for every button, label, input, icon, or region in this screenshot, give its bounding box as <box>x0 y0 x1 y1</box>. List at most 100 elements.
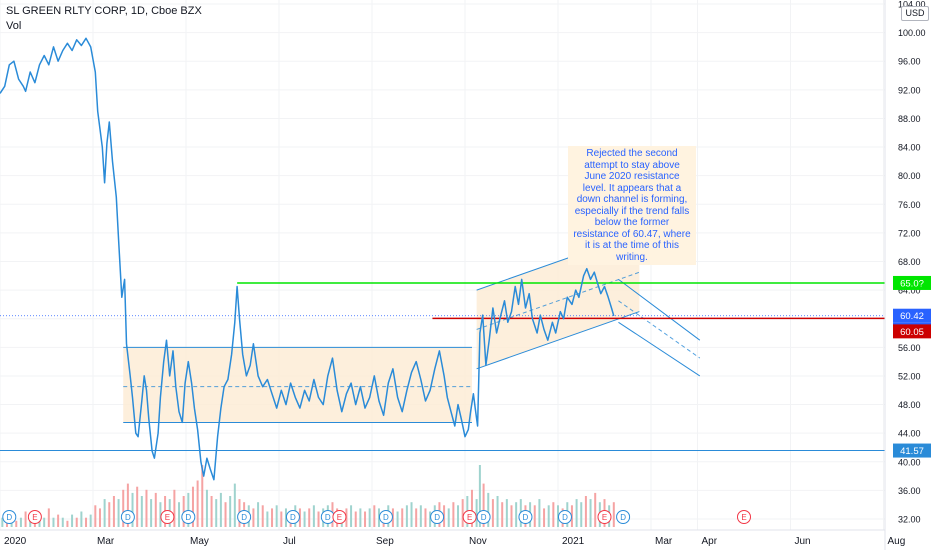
earnings-marker <box>462 510 477 524</box>
volume-bar <box>373 505 376 527</box>
dividend-marker <box>378 510 393 524</box>
blue-level-badge-label: 41.57 <box>900 446 924 457</box>
volume-bar <box>359 508 362 527</box>
volume-bar <box>570 505 573 527</box>
volume-bar <box>478 465 481 527</box>
event-marker-label: D <box>241 513 247 522</box>
volume-bar <box>261 505 264 527</box>
price-series <box>0 37 615 481</box>
volume-bar <box>452 502 455 527</box>
channel-mid-line <box>476 271 640 330</box>
dividend-marker <box>616 510 631 524</box>
event-marker-label: D <box>523 513 529 522</box>
volume-bar <box>126 483 129 527</box>
volume-bar <box>61 517 64 527</box>
time-axis[interactable]: 2020 Mar May Jul Sep Nov 2021 Mar Apr Jun Aug <box>4 536 905 547</box>
x-tick-label: Mar <box>97 536 115 547</box>
current-price-badge <box>893 308 931 323</box>
dividend-marker <box>518 510 533 524</box>
volume-bar <box>29 517 32 527</box>
x-tick-label: Mar <box>655 536 673 547</box>
x-tick-label: May <box>190 536 209 547</box>
event-marker-label: E <box>32 513 37 522</box>
chart-title: SL GREEN RLTY CORP, 1D, Cboe BZX <box>6 5 202 17</box>
y-tick-label: 52.00 <box>898 371 921 381</box>
y-tick-label: 64.00 <box>898 286 921 296</box>
volume-bar <box>552 502 555 527</box>
green-level-badge <box>893 275 931 290</box>
dividend-marker <box>237 510 252 524</box>
event-marker-label: D <box>325 513 331 522</box>
volume-bar <box>89 514 92 527</box>
volume-bar <box>298 508 301 527</box>
event-marker-label: D <box>481 513 487 522</box>
volume-bar <box>219 492 222 527</box>
x-tick-label: Apr <box>702 536 718 547</box>
channel-bottom-line <box>618 321 701 377</box>
currency-button[interactable]: USD <box>901 6 929 21</box>
volume-bar <box>103 499 106 527</box>
y-tick-label: 32.00 <box>898 515 921 525</box>
event-marker-label: E <box>337 513 342 522</box>
volume-bar <box>201 465 204 527</box>
volume-bar <box>487 492 490 527</box>
volume-bar <box>85 517 88 527</box>
volume-bar <box>491 499 494 527</box>
event-marker-label: D <box>620 513 626 522</box>
y-tick-label: 88.00 <box>898 114 921 124</box>
volume-bar <box>178 502 181 527</box>
volume-bar <box>57 514 60 527</box>
y-tick-label: 44.00 <box>898 429 921 439</box>
volume-bar <box>38 520 41 527</box>
channel-top-line <box>618 278 701 341</box>
volume-bar <box>43 517 46 527</box>
blue-level-badge <box>893 443 931 458</box>
volume-bar <box>457 505 460 527</box>
volume-bar <box>271 508 274 527</box>
red-level-badge <box>893 324 931 339</box>
event-marker-label: E <box>602 513 607 522</box>
volume-bar <box>510 505 513 527</box>
earnings-marker <box>27 510 42 524</box>
volume-bar <box>447 508 450 527</box>
volume-bar <box>80 511 83 527</box>
event-marker-label: D <box>125 513 131 522</box>
event-marker-label: D <box>383 513 389 522</box>
volume-bar <box>419 505 422 527</box>
y-tick-label: 92.00 <box>898 85 921 95</box>
channel-mid-line <box>618 300 701 359</box>
volume-bar <box>19 517 22 527</box>
volume-bar <box>443 505 446 527</box>
volume-bar <box>210 496 213 527</box>
volume-bar <box>284 508 287 527</box>
y-tick-label: 80.00 <box>898 171 921 181</box>
dividend-marker <box>430 510 445 524</box>
volume-bar <box>47 508 50 527</box>
volume-bar <box>117 499 120 527</box>
volume-bar <box>233 483 236 527</box>
event-marker-label: E <box>741 513 746 522</box>
volume-bar <box>24 511 27 527</box>
y-tick-label: 96.00 <box>898 57 921 67</box>
volume-bar <box>377 508 380 527</box>
y-tick-label: 100.00 <box>898 28 926 38</box>
volume-bar <box>98 508 101 527</box>
volume-bar <box>533 505 536 527</box>
volume-bar <box>1 517 4 527</box>
x-tick-label: Aug <box>888 536 906 547</box>
volume-bar <box>5 520 8 527</box>
volume-bar <box>145 489 148 527</box>
volume-bar <box>196 480 199 527</box>
volume-bar <box>594 492 597 527</box>
chart-annotation[interactable]: Rejected the second attempt to stay abov… <box>568 146 696 265</box>
volume-bar <box>364 511 367 527</box>
x-tick-label: Sep <box>376 536 394 547</box>
volume-bar <box>575 499 578 527</box>
earnings-marker <box>737 510 751 524</box>
volume-bar <box>547 505 550 527</box>
volume-bar <box>612 502 615 527</box>
volume-bar <box>312 505 315 527</box>
